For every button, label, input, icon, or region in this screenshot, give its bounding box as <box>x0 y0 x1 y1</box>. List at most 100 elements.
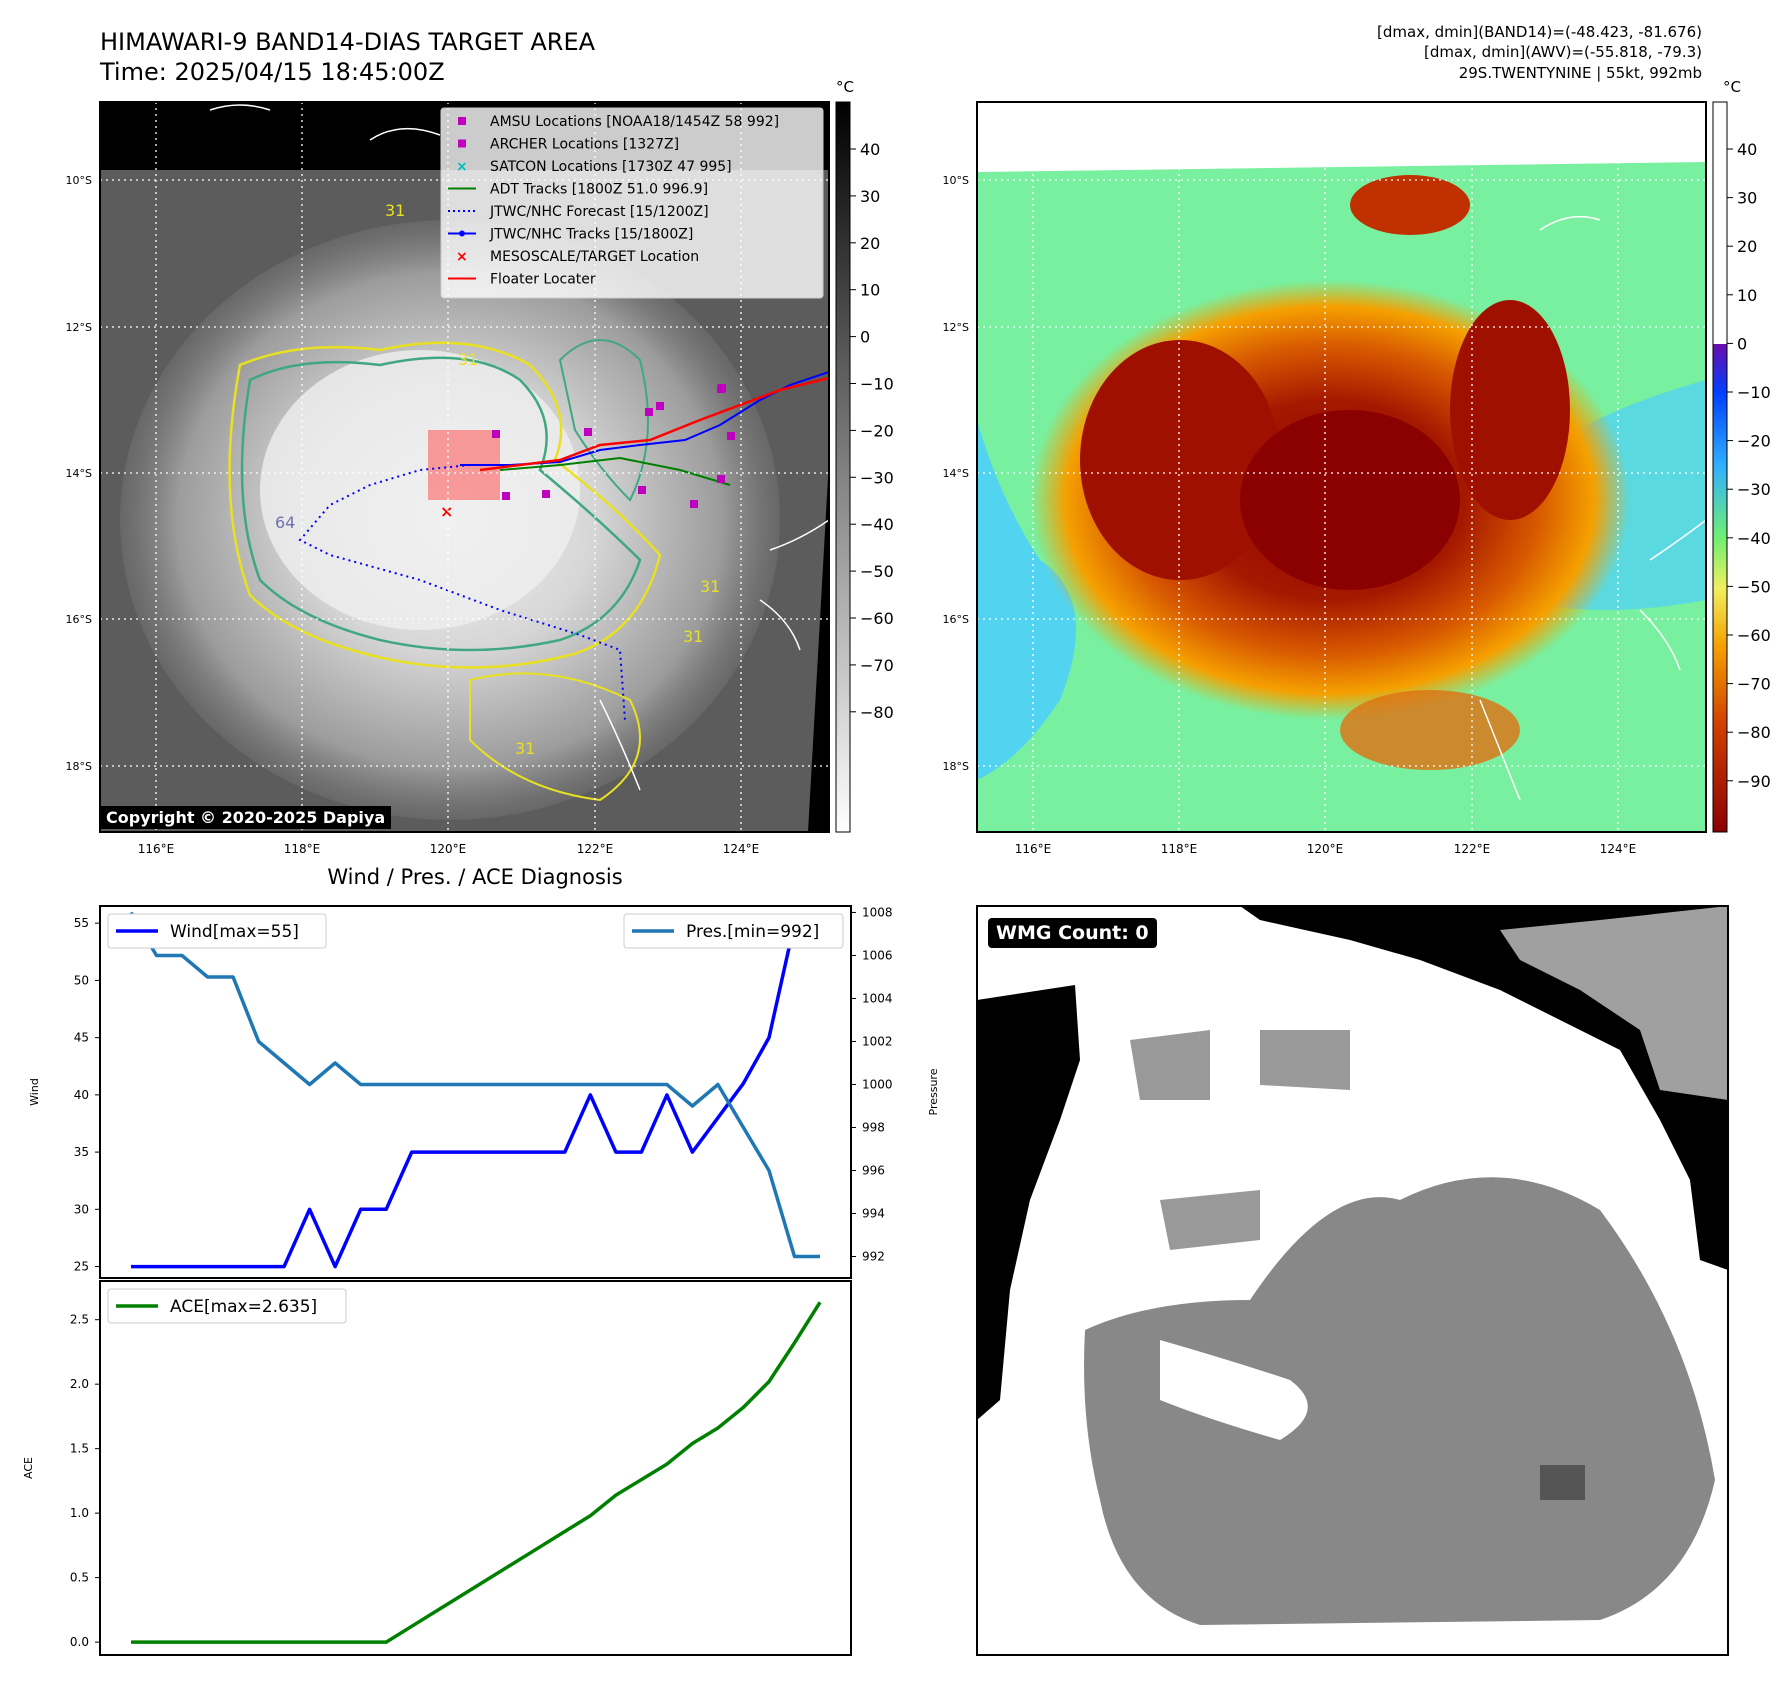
ir-colorbar-tick-label: −70 <box>860 656 894 675</box>
svg-text:31: 31 <box>700 577 720 596</box>
legend-label: SATCON Locations [1730Z 47 995] <box>490 159 732 175</box>
y-tick-label: 35 <box>74 1145 89 1159</box>
legend-item: Floater Locater <box>448 272 596 288</box>
ir-colorbar-tick-label: −60 <box>860 609 894 628</box>
wmg-count-badge: WMG Count: 0 <box>988 918 1157 948</box>
figure-time: Time: 2025/04/15 18:45:00Z <box>100 58 445 86</box>
ace-axes-frame <box>99 1280 852 1656</box>
svg-text:12°S: 12°S <box>66 321 92 334</box>
ir-colorbar-tick-label: −50 <box>860 562 894 581</box>
wind-legend: Wind[max=55] <box>107 913 327 949</box>
svg-text:10°S: 10°S <box>943 174 969 187</box>
svg-text:124°E: 124°E <box>1600 842 1637 856</box>
y-tick-label: 2.5 <box>70 1313 89 1327</box>
y-right-tick-label: 1000 <box>862 1077 893 1091</box>
y-tick-label: 50 <box>74 973 89 987</box>
awv-dry-west <box>977 420 1076 780</box>
stats-awv: [dmax, dmin](AWV)=(-55.818, -79.3) <box>1423 43 1702 61</box>
legend-marker-x: × <box>456 159 468 175</box>
awv-coastlines <box>1479 215 1706 801</box>
svg-text:122°E: 122°E <box>1454 842 1491 856</box>
ir-contour-labels: 31 31 31 31 64 31 <box>275 201 720 758</box>
legend-item: ARCHER Locations [1327Z] <box>458 137 679 153</box>
wmg-panel <box>976 905 1729 1656</box>
svg-text:12°S: 12°S <box>943 321 969 334</box>
pressure-ylabel: Pressure <box>927 1068 940 1115</box>
awv-cold-west <box>1080 340 1280 580</box>
awv-colorbar-tick-label: −30 <box>1737 480 1771 499</box>
ace-chart: 0.0 0.5 1.0 1.5 2.0 2.5 ACE ACE[max=2.635] <box>22 1280 852 1656</box>
awv-lon-labels: 116°E 118°E 120°E 122°E 124°E <box>1015 842 1637 856</box>
awv-lat-labels: 10°S 12°S 14°S 16°S 18°S <box>943 174 969 773</box>
ir-colorbar-tick-label: 30 <box>860 187 880 206</box>
ir-colorbar-tick-label: −30 <box>860 468 894 487</box>
svg-text:18°S: 18°S <box>943 760 969 773</box>
ir-colorbar-ticks: 40 30 20 10 0 −10 −20 −30 −40 −50 −60 −70 −80 <box>850 140 894 722</box>
wind-axes-frame <box>99 905 852 1279</box>
svg-text:116°E: 116°E <box>138 842 175 856</box>
awv-map-frame <box>976 101 1707 833</box>
y-tick-label: 1.0 <box>70 1506 89 1520</box>
y-right-tick-label: 996 <box>862 1163 885 1177</box>
awv-colorbar-tick-label: −40 <box>1737 529 1771 548</box>
legend-item: × MESOSCALE/TARGET Location <box>456 249 699 265</box>
awv-colorbar-ticks: 40 30 20 10 0 −10 −20 −30 −40 −50 −60 −70 −80 −90 <box>1727 140 1771 791</box>
floater-locater-track <box>479 376 829 472</box>
diagnosis-title: Wind / Pres. / ACE Diagnosis <box>327 865 622 889</box>
y-tick-label: 45 <box>74 1031 89 1045</box>
ir-colorbar <box>835 101 851 833</box>
ir-map-frame <box>99 101 830 833</box>
awv-colorbar-tick-label: −10 <box>1737 383 1771 402</box>
legend-label: JTWC/NHC Forecast [15/1200Z] <box>489 204 709 220</box>
awv-map-panel <box>977 102 1706 832</box>
ir-colorbar-unit: °C <box>836 78 854 96</box>
y-tick-label: 40 <box>74 1088 89 1102</box>
wind-ylabel: Wind <box>28 1078 41 1106</box>
pressure-legend: Pres.[min=992] <box>623 913 844 949</box>
awv-colorbar-frame <box>1712 101 1728 833</box>
y-tick-label: 25 <box>74 1260 89 1274</box>
ir-contour-yellow <box>228 341 662 669</box>
legend-item: JTWC/NHC Tracks [15/1800Z] <box>448 227 693 243</box>
legend-item: AMSU Locations [NOAA18/1454Z 58 992] <box>458 114 779 130</box>
amsu-archer-markers <box>492 384 735 508</box>
ir-colorbar-tick-label: 40 <box>860 140 880 159</box>
y-tick-label: 0.0 <box>70 1635 89 1649</box>
ir-lat-labels: 10°S 12°S 14°S 16°S 18°S <box>66 174 92 773</box>
svg-text:31: 31 <box>683 627 703 646</box>
svg-text:64: 64 <box>275 513 295 532</box>
awv-cold-south-cell <box>1340 690 1520 770</box>
legend-marker-square <box>458 139 466 148</box>
y-right-tick-label: 992 <box>862 1249 885 1263</box>
awv-cold-north-band <box>1450 300 1570 520</box>
awv-colorbar-tick-label: 20 <box>1737 237 1757 256</box>
legend-marker-dot <box>459 230 465 237</box>
ir-contour-south <box>469 672 641 802</box>
awv-colorbar-tick-label: −50 <box>1737 577 1771 596</box>
ir-coastlines <box>209 104 829 791</box>
wmg-gray-northeast <box>1500 906 1728 1100</box>
series-line <box>129 911 820 1259</box>
y-right-tick-label: 998 <box>862 1120 885 1134</box>
legend-label: Floater Locater <box>490 272 596 288</box>
legend-label: ARCHER Locations [1327Z] <box>490 137 679 153</box>
svg-text:118°E: 118°E <box>284 842 321 856</box>
awv-colorbar-tick-label: −20 <box>1737 432 1771 451</box>
wmg-gray-core <box>1084 1177 1715 1625</box>
ir-colorbar-tick-label: 10 <box>860 281 880 300</box>
awv-map-gridlines <box>977 102 1706 832</box>
wmg-dark-cell <box>1540 1465 1585 1500</box>
ir-colorbar-tick-label: 0 <box>860 328 870 347</box>
y-right-tick-label: 994 <box>862 1206 885 1220</box>
legend-label: AMSU Locations [NOAA18/1454Z 58 992] <box>490 114 779 130</box>
ir-colorbar-tick-label: −40 <box>860 515 894 534</box>
ir-colorbar-tick-label: −20 <box>860 421 894 440</box>
y-tick-label: 1.5 <box>70 1442 89 1456</box>
wind-pressure-chart: 25 30 35 40 45 50 55 992 994 996 998 1000 1002 1004 1… <box>28 905 940 1279</box>
series-line <box>131 921 820 1269</box>
svg-text:120°E: 120°E <box>430 842 467 856</box>
y-tick-label: 0.5 <box>70 1571 89 1585</box>
legend-item: JTWC/NHC Forecast [15/1200Z] <box>448 204 709 220</box>
svg-text:118°E: 118°E <box>1161 842 1198 856</box>
